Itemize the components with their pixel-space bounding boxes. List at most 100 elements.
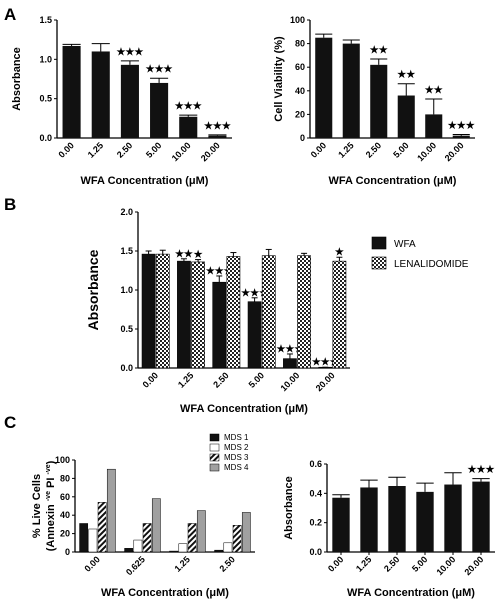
x-tick-label: 10.00 <box>415 140 438 163</box>
significance-stars: ★★★ <box>312 357 339 368</box>
bar-mds-1 <box>124 548 134 553</box>
x-axis-title: WFA Concentration (μM) <box>180 403 308 415</box>
bar-wfa <box>177 260 191 369</box>
bar-lenalidomide <box>297 255 311 369</box>
bar-mds-2 <box>133 539 143 553</box>
y-tick-label: 0.5 <box>39 94 52 104</box>
bar-mds-3 <box>187 523 197 553</box>
y-tick-label: 60 <box>60 492 70 502</box>
x-tick-label: 5.00 <box>391 140 410 159</box>
y-axis-title-part: PI <box>45 475 57 492</box>
bar-mds-2 <box>88 528 98 553</box>
y-axis-title: Cell Viability (%) <box>273 36 285 122</box>
legend-label: MDS 1 <box>224 433 249 442</box>
y-tick-label: 1.5 <box>120 246 133 256</box>
bar-mds-3 <box>232 525 242 553</box>
significance-stars: ★★ <box>370 45 388 56</box>
bar <box>208 135 227 138</box>
bar-mds-1 <box>169 550 179 553</box>
y-tick-label: 0.6 <box>309 459 322 469</box>
x-tick-label: 1.25 <box>176 370 195 389</box>
y-tick-label: 1.5 <box>39 15 52 25</box>
x-tick-label: 20.00 <box>314 370 337 393</box>
chart-c-absorbance: 0.0 0.2 0.4 0.6 0.00 1.25 2.50 5.00 10.00 20.00 ★★… <box>283 459 495 599</box>
legend-swatch <box>209 433 220 442</box>
significance-stars: ★★★ <box>206 266 233 277</box>
bar-lenalidomide <box>261 255 276 369</box>
bar-lenalidomide <box>155 253 170 369</box>
bar-mds-4 <box>241 512 251 553</box>
y-tick-label: 20 <box>60 529 70 539</box>
significance-stars: ★★★ <box>468 465 495 476</box>
y-axis-title-part: -ve <box>45 491 52 501</box>
x-tick-label: 5.00 <box>144 140 163 159</box>
x-tick-label: 5.00 <box>410 554 429 573</box>
bar-mds-2 <box>223 542 233 553</box>
bar-lenalidomide <box>226 256 241 369</box>
panel-label-c: C <box>4 413 16 432</box>
y-axis-title-part: -ve <box>45 464 52 474</box>
bar <box>179 116 198 138</box>
bar-mds-1 <box>214 549 224 553</box>
x-tick-label: 10.00 <box>278 370 301 393</box>
legend-label: MDS 2 <box>224 443 249 452</box>
x-tick-label: 10.00 <box>170 140 193 163</box>
significance-stars: ★★ <box>425 85 443 96</box>
bar <box>62 45 81 138</box>
legend-label: MDS 4 <box>224 463 249 472</box>
x-tick-label: 2.50 <box>382 554 401 573</box>
legend-swatch <box>371 256 387 270</box>
bar <box>416 491 434 552</box>
chart-a-absorbance: 0.0 0.5 1.0 1.5 0.00 1.25 2.50 5.00 10.00 20.00 ★★… <box>11 15 232 187</box>
x-axis-title: WFA Concentration (μM) <box>329 175 457 187</box>
significance-stars: ★★★ <box>276 344 303 355</box>
significance-stars: ★ <box>335 247 344 258</box>
y-axis-title: Absorbance <box>283 476 295 540</box>
significance-stars: ★★★ <box>448 120 475 131</box>
significance-stars: ★★★ <box>204 121 231 132</box>
y-tick-label: 40 <box>295 86 305 96</box>
y-tick-label: 80 <box>60 473 70 483</box>
x-tick-label: 2.50 <box>217 554 236 573</box>
y-axis-title-line2: (Annexin -ve PI -ve) <box>45 460 57 551</box>
x-tick-label: 5.00 <box>247 370 266 389</box>
bar-wfa <box>141 253 156 369</box>
significance-stars: ★★★ <box>146 64 173 75</box>
x-tick-label: 0.00 <box>82 554 101 573</box>
x-tick-label: 20.00 <box>443 140 466 163</box>
bar-wfa <box>212 281 227 369</box>
y-tick-label: 1.0 <box>39 54 52 64</box>
bar-mds-3 <box>142 523 152 553</box>
y-axis-title: Absorbance <box>85 249 101 330</box>
bar <box>332 497 350 552</box>
bar <box>342 43 360 138</box>
y-tick-label: 0.0 <box>39 133 52 143</box>
y-tick-label: 1.0 <box>120 285 133 295</box>
y-tick-label: 2.0 <box>120 207 133 217</box>
x-tick-label: 20.00 <box>199 140 222 163</box>
bar <box>150 82 169 138</box>
y-tick-label: 0.0 <box>309 547 322 557</box>
significance-stars: ★★★ <box>175 101 202 112</box>
x-tick-label: 0.00 <box>326 554 345 573</box>
significance-stars: ★★★ <box>116 47 143 58</box>
x-tick-label: 2.50 <box>211 370 230 389</box>
bar <box>360 487 378 552</box>
legend-swatch <box>209 463 220 472</box>
x-tick-label: 2.50 <box>115 140 134 159</box>
bar-wfa <box>283 358 297 369</box>
bar <box>425 114 443 138</box>
x-tick-label: 1.25 <box>172 554 191 573</box>
y-tick-label: 100 <box>55 455 70 465</box>
x-tick-label: 20.00 <box>462 554 485 577</box>
y-tick-label: 100 <box>290 15 305 25</box>
y-tick-label: 60 <box>295 62 305 72</box>
y-axis-title-part: ) <box>45 460 57 464</box>
significance-stars: ★★ <box>175 249 193 260</box>
legend-label: LENALIDOMIDE <box>394 259 469 270</box>
legend-swatch <box>371 236 387 250</box>
bar <box>452 135 470 138</box>
significance-stars: ★★★ <box>241 288 268 299</box>
x-tick-label: 10.00 <box>434 554 457 577</box>
x-tick-label: 0.00 <box>141 370 160 389</box>
